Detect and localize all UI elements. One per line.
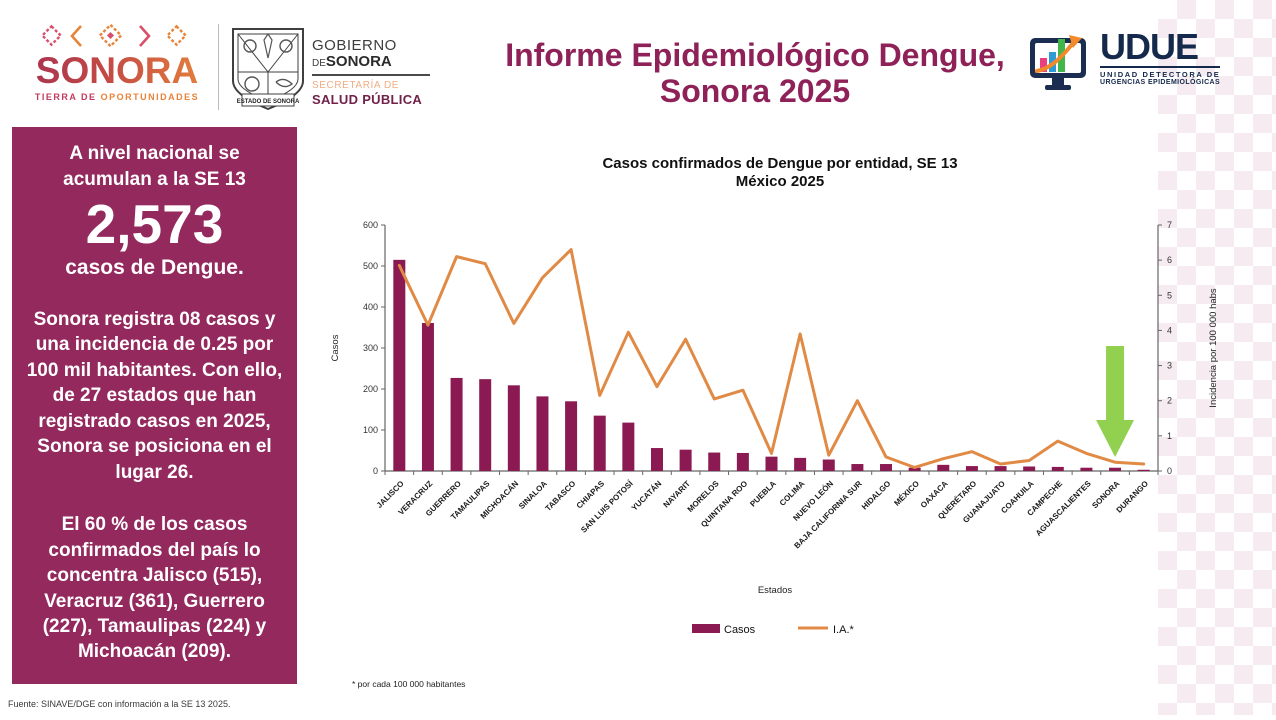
decorative-pixel-pattern (1158, 0, 1276, 715)
bar-hidalgo (880, 464, 893, 471)
x-axis-title: Estados (758, 585, 793, 596)
bar-colima (794, 457, 807, 471)
x-label: YUCATÁN (630, 479, 664, 513)
x-label: AGUASCALIENTES (1034, 479, 1093, 538)
bar-puebla (765, 456, 778, 471)
bar-sinaloa (536, 396, 549, 471)
bar-querétaro (965, 466, 978, 471)
right-axis-tick: 2 (1167, 396, 1172, 406)
bar-tamaulipas (479, 379, 492, 471)
right-axis-title: Incidencia por 100 000 habs (1208, 288, 1219, 408)
legend-label-casos: Casos (724, 624, 756, 636)
national-cases-suffix: casos de Dengue. (65, 255, 244, 279)
national-cases-count: 2,573 (85, 193, 224, 256)
bar-morelos (708, 452, 721, 471)
incidence-line (397, 248, 1146, 469)
left-axis-title: Casos (330, 334, 341, 361)
bar-guanajuato (994, 466, 1007, 471)
bar-tabasco (565, 401, 578, 471)
bar-coahuila (1023, 466, 1036, 471)
udue-acronym: UDUE (1100, 26, 1199, 67)
udue-monitor-icon (1030, 35, 1086, 90)
dengue-combo-chart: Casos confirmados de Dengue por entidad,… (330, 155, 1219, 689)
right-axis-tick: 5 (1167, 290, 1172, 300)
bar-méxico (908, 467, 921, 471)
left-axis-tick: 400 (363, 302, 378, 312)
gobierno-sonora-wordmark: GOBIERNO DESONORA SECRETARÍA DE SALUD PÚ… (312, 38, 442, 107)
sonora-tagline: TIERRA DE OPORTUNIDADES (34, 92, 200, 102)
x-label: TABASCO (544, 479, 578, 513)
chart-title-line2: México 2025 (736, 173, 824, 190)
header-divider (218, 24, 219, 110)
bar-jalisco (393, 259, 406, 471)
bar-oaxaca (937, 464, 950, 471)
right-axis-tick: 6 (1167, 255, 1172, 265)
sonora-pattern-icon (28, 22, 206, 52)
bar-campeche (1051, 466, 1064, 471)
udue-logo: UDUE UNIDAD DETECTORA DE URGENCIAS EPIDE… (1028, 26, 1221, 94)
sonora-summary-paragraph: Sonora registra 08 casos y una incidenci… (26, 308, 283, 483)
secretaria-line: SECRETARÍA DE (312, 80, 400, 92)
bar-sonora (1109, 467, 1122, 471)
x-label: SAN LUIS POTOSÍ (579, 479, 635, 535)
gobierno-rule (312, 74, 430, 77)
svg-text:ESTADO DE SONORA: ESTADO DE SONORA (237, 99, 300, 105)
left-axis-tick: 100 (363, 425, 378, 435)
page-title: Informe Epidemiológico Dengue, Sonora 20… (505, 37, 1005, 109)
left-axis-tick: 200 (363, 384, 378, 394)
chart-title-line1: Casos confirmados de Dengue por entidad,… (602, 155, 957, 172)
x-label: COLIMA (778, 479, 807, 508)
source-note: Fuente: SINAVE/DGE con información a la … (8, 699, 231, 709)
chart-footnote: * por cada 100 000 habitantes (352, 679, 465, 689)
sonora-arrow-annotation (1096, 346, 1135, 457)
bar-michoacán (507, 385, 520, 471)
x-label: HIDALGO (860, 479, 892, 511)
bar-nuevo-león (822, 459, 835, 471)
header: SONORA TIERRA DE OPORTUNIDADES ESTADO DE… (0, 0, 1276, 122)
right-axis-tick: 3 (1167, 361, 1172, 371)
bar-veracruz (421, 322, 434, 471)
x-label: PUEBLA (748, 479, 778, 509)
sonora-wordmark: SONORA (28, 52, 206, 89)
bar-san-luis-potosí (622, 422, 635, 471)
udue-subtitle: UNIDAD DETECTORA DE URGENCIAS EPIDEMIOLÓ… (1100, 66, 1221, 86)
de-sonora-line: DESONORA (312, 52, 392, 70)
bar-yucatán (650, 448, 663, 471)
legend-swatch-casos (692, 624, 720, 633)
right-axis-tick: 7 (1167, 220, 1172, 230)
right-axis-tick: 0 (1167, 466, 1172, 476)
right-axis-tick: 1 (1167, 431, 1172, 441)
right-axis-tick: 4 (1167, 325, 1172, 335)
estado-sonora-crest-icon: ESTADO DE SONORA (230, 26, 306, 117)
bar-chiapas (593, 415, 606, 471)
bar-guerrero (450, 377, 463, 471)
bar-aguascalientes (1080, 467, 1093, 471)
legend-label-ia: I.A.* (833, 624, 855, 636)
sonora-logo: SONORA TIERRA DE OPORTUNIDADES (28, 22, 206, 102)
udue-text: UDUE UNIDAD DETECTORA DE URGENCIAS EPIDE… (1100, 26, 1221, 86)
gobierno-line: GOBIERNO (312, 37, 397, 54)
national-summary-intro: A nivel nacional se acumulan a la SE 13 (63, 143, 246, 190)
bar-nayarit (679, 449, 692, 471)
bar-quintana-roo (736, 452, 749, 471)
left-axis-tick: 300 (363, 343, 378, 353)
x-label: MÉXICO (892, 479, 921, 508)
salud-publica-line: SALUD PÚBLICA (312, 92, 423, 108)
bar-baja-california-sur (851, 464, 864, 471)
summary-panel: A nivel nacional se acumulan a la SE 13 … (12, 127, 297, 684)
left-axis-tick: 500 (363, 261, 378, 271)
top-states-paragraph: El 60 % de los casos confirmados del paí… (42, 514, 267, 663)
bar-durango (1137, 469, 1150, 471)
chart-area: Casos confirmados de Dengue por entidad,… (320, 140, 1235, 715)
left-axis-tick: 600 (363, 220, 378, 230)
left-axis-tick: 0 (373, 466, 378, 476)
